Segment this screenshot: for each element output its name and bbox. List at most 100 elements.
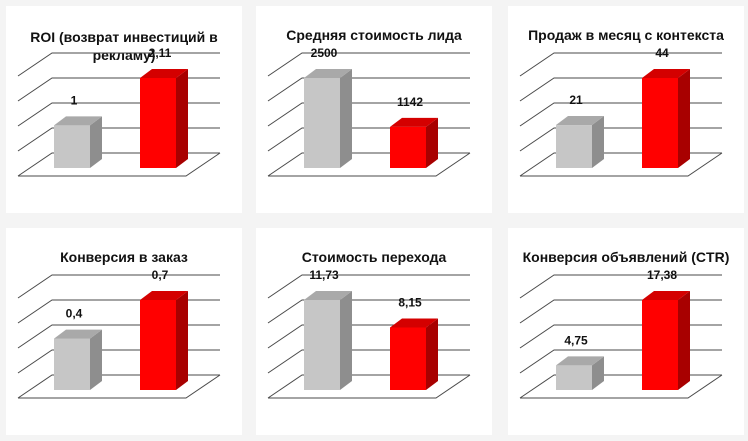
chart-title: Средняя стоимость лида bbox=[286, 27, 462, 43]
bar-side bbox=[426, 318, 438, 390]
bar-side bbox=[90, 116, 102, 168]
data-label: 21 bbox=[569, 93, 583, 107]
bar-top bbox=[304, 291, 352, 300]
chart-plot-lead-cost: 2500 1142 bbox=[267, 46, 471, 177]
gridline bbox=[519, 374, 722, 399]
gridline bbox=[267, 299, 470, 324]
data-label: 44 bbox=[655, 46, 669, 60]
chart-card-roi: ROI (возврат инвестиций в рекламу) 1 2,11 bbox=[6, 6, 242, 213]
bar-front bbox=[140, 78, 176, 168]
gridline bbox=[519, 52, 722, 77]
bar bbox=[304, 69, 352, 168]
bar-side bbox=[176, 291, 188, 390]
bar-front bbox=[54, 338, 90, 390]
bar-top bbox=[54, 329, 102, 339]
chart-plot-ctr: 4,75 17,38 bbox=[519, 268, 723, 399]
bar-top bbox=[556, 356, 604, 366]
gridline bbox=[519, 102, 722, 127]
bar bbox=[140, 291, 188, 390]
bar-front bbox=[556, 125, 592, 168]
gridline bbox=[267, 374, 470, 399]
data-label: 1 bbox=[71, 93, 78, 107]
bar bbox=[54, 116, 102, 168]
chart-title: Стоимость перехода bbox=[301, 249, 447, 265]
gridline bbox=[267, 77, 470, 102]
data-label: 2500 bbox=[311, 46, 338, 60]
bar bbox=[390, 117, 438, 168]
floor-edge bbox=[268, 152, 471, 177]
bar-top bbox=[54, 116, 102, 126]
bar-side bbox=[426, 117, 438, 168]
data-label: 1142 bbox=[397, 95, 423, 109]
data-label: 0,4 bbox=[66, 307, 83, 321]
bar-top bbox=[642, 69, 690, 78]
gridline bbox=[519, 324, 722, 349]
chart-card-order-conversion: Конверсия в заказ 0,4 0,7 bbox=[6, 228, 242, 435]
data-label: 8,15 bbox=[398, 295, 422, 309]
gridline bbox=[17, 324, 220, 349]
data-label: 17,38 bbox=[647, 268, 677, 282]
bar-side bbox=[90, 329, 102, 390]
chart-plot-roi: 12,11 bbox=[17, 46, 221, 177]
floor-edge bbox=[520, 152, 723, 177]
bar-front bbox=[390, 126, 426, 168]
gridline bbox=[267, 127, 470, 152]
gridline bbox=[267, 52, 470, 77]
bar-front bbox=[642, 78, 678, 168]
bar-side bbox=[678, 291, 690, 390]
gridline bbox=[267, 324, 470, 349]
bar-side bbox=[678, 69, 690, 168]
gridline bbox=[519, 299, 722, 324]
data-label: 11,73 bbox=[309, 268, 339, 282]
bar-front bbox=[140, 300, 176, 390]
bar bbox=[304, 291, 352, 390]
gridline bbox=[519, 274, 722, 299]
floor-edge bbox=[520, 374, 723, 399]
chart-plot-order-conversion: 0,4 0,7 bbox=[17, 268, 221, 399]
bar-side bbox=[592, 356, 604, 390]
bar-top bbox=[642, 291, 690, 300]
floor-edge bbox=[18, 152, 221, 177]
chart-plot-click-cost: 11,73 8,15 bbox=[267, 268, 471, 399]
bar bbox=[390, 318, 438, 390]
gridline bbox=[267, 274, 470, 299]
floor-edge bbox=[268, 374, 471, 399]
bar-side bbox=[340, 291, 352, 390]
bar bbox=[556, 116, 604, 168]
bar bbox=[54, 329, 102, 390]
gridline bbox=[267, 102, 470, 127]
gridline bbox=[267, 152, 470, 177]
gridline bbox=[17, 152, 220, 177]
data-label: 0,7 bbox=[152, 268, 169, 282]
chart-title: Конверсия объявлений (CTR) bbox=[522, 249, 730, 265]
gridline bbox=[519, 77, 722, 102]
chart-card-lead-cost: Средняя стоимость лида 2500 1142 bbox=[256, 6, 492, 213]
gridline bbox=[17, 274, 220, 299]
data-label: 2,11 bbox=[149, 46, 172, 60]
chart-card-sales-per-month: Продаж в месяц с контекста 21 44 bbox=[508, 6, 744, 213]
bar-front bbox=[54, 125, 90, 168]
chart-title: Продаж в месяц с контекста bbox=[528, 27, 724, 43]
bar bbox=[642, 69, 690, 168]
bar-front bbox=[304, 78, 340, 168]
gridline bbox=[17, 52, 220, 77]
bar-front bbox=[304, 300, 340, 390]
gridline bbox=[17, 374, 220, 399]
bar-front bbox=[642, 300, 678, 390]
chart-card-ctr: Конверсия объявлений (CTR) 4,75 17,38 bbox=[508, 228, 744, 435]
bar-top bbox=[140, 69, 188, 78]
bar-side bbox=[176, 69, 188, 168]
bar-top bbox=[556, 116, 604, 126]
bar bbox=[642, 291, 690, 390]
gridline bbox=[17, 77, 220, 102]
gridline bbox=[17, 102, 220, 127]
gridline bbox=[519, 127, 722, 152]
gridline bbox=[17, 349, 220, 374]
bar-top bbox=[390, 318, 438, 328]
data-label: 4,75 bbox=[564, 333, 588, 347]
gridline bbox=[519, 152, 722, 177]
bar-top bbox=[304, 69, 352, 78]
chart-title: Конверсия в заказ bbox=[60, 249, 188, 265]
gridline bbox=[267, 349, 470, 374]
floor-edge bbox=[18, 374, 221, 399]
